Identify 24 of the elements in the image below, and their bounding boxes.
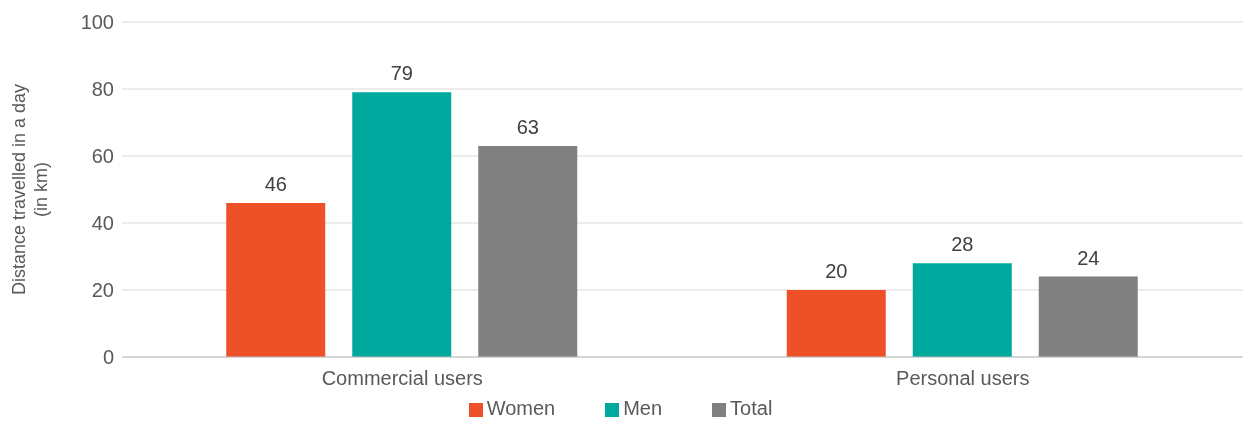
- x-tick-label: Personal users: [896, 367, 1030, 390]
- y-tick-label: 60: [91, 145, 114, 168]
- bar: [1038, 276, 1138, 357]
- x-tick-label: Commercial users: [321, 367, 483, 390]
- bar: [352, 92, 452, 357]
- y-tick-label: 0: [102, 346, 114, 369]
- data-label: 20: [825, 260, 848, 282]
- y-axis-title: Distance travelled in a day (in km): [9, 83, 51, 296]
- y-tick-label: 20: [91, 279, 114, 302]
- data-label: 79: [390, 62, 413, 85]
- bar: [912, 263, 1012, 357]
- bar: [226, 202, 326, 357]
- y-tick-label: 100: [80, 11, 114, 34]
- data-label: 63: [516, 115, 539, 138]
- legend-label: Men: [623, 397, 663, 419]
- y-tick-label: 80: [91, 78, 114, 101]
- data-label: 46: [264, 172, 287, 195]
- bar: [786, 290, 886, 357]
- legend-label: Total: [730, 397, 773, 419]
- bar: [478, 145, 578, 357]
- data-label: 28: [951, 233, 974, 256]
- y-tick-label: 40: [91, 212, 114, 235]
- legend-label: Women: [486, 397, 556, 419]
- data-label: 24: [1077, 246, 1100, 269]
